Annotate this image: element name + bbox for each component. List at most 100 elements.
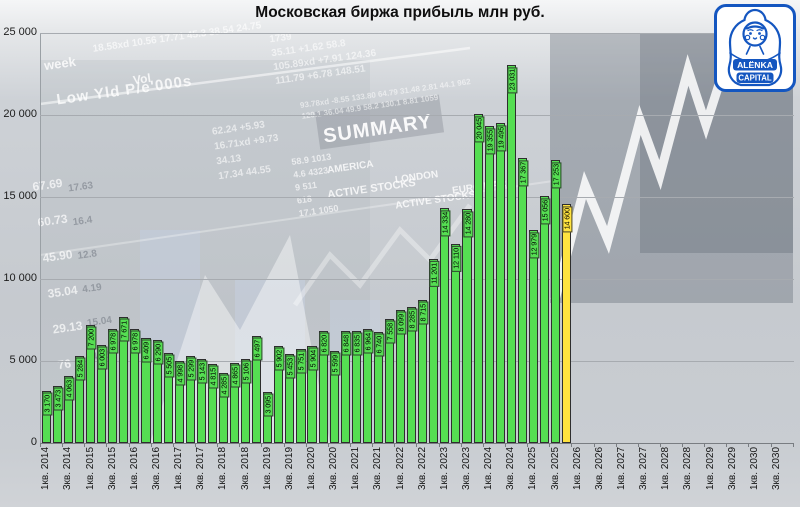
bar-value-label: 5 284 [75, 358, 86, 381]
y-tick-label: 0 [30, 436, 37, 448]
gridline [40, 114, 794, 116]
x-tick-label: 1кв. 2025 [527, 447, 539, 491]
x-tick-mark [482, 443, 484, 447]
bar-value-label: 23 031 [506, 67, 518, 94]
x-tick-mark [416, 443, 418, 447]
bar-value-label: 5 106 [241, 361, 252, 384]
bar [506, 65, 516, 443]
bar-value-label: 5 505 [163, 354, 175, 378]
bar [229, 363, 240, 443]
x-tick-mark [460, 443, 462, 447]
bar [351, 330, 361, 443]
x-tick-label: 3кв. 2025 [549, 447, 561, 491]
x-tick-label: 1кв. 2015 [84, 447, 96, 491]
bar-value-label: 5 904 [307, 348, 318, 371]
x-tick-label: 3кв. 2014 [62, 447, 74, 491]
x-tick-mark [682, 443, 684, 447]
x-tick-mark [106, 443, 108, 447]
x-tick-label: 1кв. 2016 [128, 447, 140, 491]
x-tick-mark [239, 443, 241, 447]
bar-value-label: 4 815 [207, 366, 219, 389]
x-tick-mark [327, 443, 329, 447]
x-tick-label: 3кв. 2021 [372, 447, 384, 491]
x-tick-label: 1кв. 2022 [394, 447, 406, 491]
x-tick-mark [150, 443, 152, 447]
x-tick-mark [527, 443, 529, 447]
chart-title: Московская биржа прибыль млн руб. [255, 4, 545, 21]
x-tick-label: 3кв. 2023 [461, 447, 472, 491]
bar-value-label: 6 835 [351, 332, 363, 356]
x-tick-label: 3кв. 2028 [682, 447, 694, 491]
bar [296, 348, 306, 443]
x-tick-mark [593, 443, 595, 447]
bar-value-label: 6 964 [362, 330, 374, 354]
doll-smile [752, 37, 758, 40]
x-tick-mark [349, 443, 351, 447]
bar [218, 372, 228, 443]
x-tick-label: 1кв. 2019 [261, 447, 273, 491]
bar [307, 346, 317, 443]
bar-value-label: 20 045 [473, 116, 484, 143]
gridline [40, 32, 794, 34]
bar-value-label: 6 848 [340, 332, 352, 356]
bar-value-label: 14 334 [440, 209, 451, 237]
bar-value-label: 6 978 [130, 330, 141, 354]
x-tick-mark [372, 443, 374, 447]
bar-value-label: 6 820 [318, 333, 329, 356]
bar [63, 376, 74, 443]
x-tick-mark [84, 443, 86, 447]
bar [41, 391, 51, 443]
x-tick-label: 1кв. 2030 [748, 447, 760, 491]
bar [362, 328, 372, 443]
doll-outline [727, 8, 783, 87]
x-tick-label: 3кв. 2027 [638, 447, 650, 491]
bar [517, 158, 527, 443]
bar-value-label: 11 201 [429, 261, 440, 288]
x-tick-label: 3кв. 2026 [593, 447, 605, 491]
x-tick-mark [172, 443, 174, 447]
bar [263, 392, 273, 443]
x-tick-label: 1кв. 2020 [306, 447, 318, 491]
gridline [40, 360, 794, 362]
bar-value-label: 8 715 [418, 302, 429, 325]
bar [130, 328, 140, 443]
y-axis-line [40, 33, 41, 443]
x-tick-mark [726, 443, 728, 447]
y-tick-label: 5 000 [9, 354, 37, 366]
x-tick-label: 3кв. 2015 [106, 447, 118, 491]
x-tick-mark [659, 443, 661, 447]
x-tick-mark [549, 443, 551, 447]
bar-value-label: 14 280 [462, 210, 473, 238]
bar [108, 328, 118, 443]
bar [373, 332, 383, 443]
x-tick-mark [283, 443, 285, 447]
bar-value-label: 5 751 [296, 350, 307, 374]
doll-cheek [744, 34, 751, 41]
bar [551, 160, 561, 443]
gridline [40, 196, 794, 198]
bar [340, 330, 350, 443]
bar-value-label: 6 003 [97, 346, 108, 370]
bar-value-label: 4 865 [230, 365, 241, 388]
x-tick-mark [615, 443, 617, 447]
bar [274, 346, 284, 443]
x-tick-label: 3кв. 2016 [151, 447, 163, 491]
bar [429, 259, 439, 443]
bar [473, 114, 483, 443]
x-tick-label: 3кв. 2024 [505, 447, 517, 491]
bar-value-label: 12 979 [528, 232, 540, 259]
bar-value-label: 6 978 [108, 330, 119, 354]
bar [396, 310, 406, 443]
bar-value-label: 4 998 [174, 363, 186, 386]
bar [495, 123, 505, 443]
logo-ribbon-1 [733, 59, 777, 71]
bar [440, 207, 450, 443]
x-tick-label: 1кв. 2024 [483, 447, 495, 491]
bar [318, 331, 328, 443]
doll-eye [749, 32, 752, 35]
x-tick-label: 3кв. 2020 [328, 447, 340, 491]
bar [528, 230, 538, 443]
bar [207, 364, 217, 443]
x-tick-mark [194, 443, 196, 447]
x-tick-mark [305, 443, 307, 447]
